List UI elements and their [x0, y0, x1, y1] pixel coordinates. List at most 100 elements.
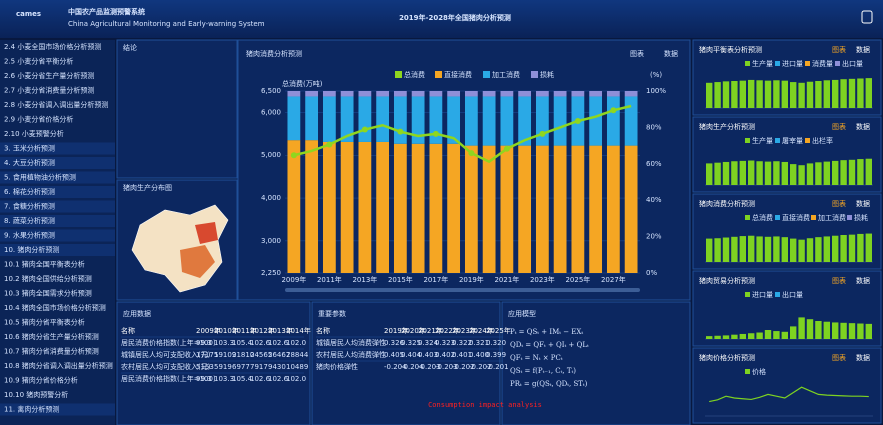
menu-item[interactable]: 7. 食糖分析预测: [4, 202, 55, 211]
table-header: 2024年: [469, 326, 494, 335]
tab[interactable]: 数据: [856, 122, 870, 131]
menu-item[interactable]: 10.6 猪肉分省生产量分析预测: [4, 332, 99, 341]
legend-label: 消费量: [812, 59, 833, 68]
table-cell: 0.321: [469, 339, 489, 347]
bar-segment: [535, 91, 549, 97]
table-cell: 17175: [196, 351, 218, 359]
tab[interactable]: 图表: [832, 199, 846, 208]
menu-item[interactable]: 10.7 猪肉分省消费量分析预测: [4, 347, 99, 356]
mini-bar: [756, 236, 763, 262]
menu-item[interactable]: 2.10 小麦预警分析: [4, 129, 64, 138]
legend-label: 进口量: [752, 291, 773, 299]
table-cell: -0.204: [384, 363, 407, 371]
bar-segment: [482, 145, 496, 273]
table-cell: 26467: [268, 351, 290, 359]
tab[interactable]: 数据: [856, 45, 870, 54]
y2-axis-label: (%): [650, 71, 662, 79]
x-tick-label: 2013年: [352, 275, 377, 284]
menu-item[interactable]: 3. 玉米分析预测: [4, 144, 55, 153]
mini-bar: [731, 81, 738, 108]
menu-item[interactable]: 2.4 小麦全国市场价格分析预测: [4, 42, 101, 51]
bar-segment: [571, 91, 585, 97]
menu-item[interactable]: 2.5 小麦分省平衡分析: [4, 57, 73, 66]
menu-item[interactable]: 10.10 猪肉预警分析: [4, 390, 68, 399]
line-point: [432, 130, 439, 137]
menu-item[interactable]: 10.4 猪肉全国市场价格分析预测: [4, 303, 106, 312]
mini-bar: [790, 326, 797, 339]
mini-bar: [781, 237, 788, 262]
menu-item[interactable]: 5. 食用植物油分析预测: [4, 173, 76, 182]
menu-item[interactable]: 2.6 小麦分省生产量分析预测: [4, 71, 94, 80]
mini-bar: [798, 82, 805, 108]
bar-segment: [589, 91, 603, 97]
table-cell: 0.402: [435, 351, 455, 359]
table-cell: -0.202: [469, 363, 492, 371]
bar-segment: [447, 96, 461, 144]
bar-segment: [358, 141, 372, 273]
menu-highlight: [0, 403, 115, 416]
menu-item[interactable]: 10.9 猪肉分省价格分析: [4, 376, 78, 385]
logout-icon[interactable]: [861, 10, 873, 24]
table-cell: 7917: [250, 363, 268, 371]
bar-segment: [322, 141, 336, 273]
tab[interactable]: 图表: [832, 353, 846, 362]
menu-item[interactable]: 2.8 小麦分省调入调出量分析预测: [4, 100, 108, 109]
y-tick-label: 2,250: [261, 269, 281, 277]
table-header: 2021年: [418, 326, 443, 335]
table-cell: 农村居民人均可支配收入(元): [121, 362, 211, 371]
menu-item[interactable]: 2.7 小麦分省消费量分析预测: [4, 86, 94, 95]
mini-bar: [756, 332, 763, 339]
x-tick-label: 2025年: [565, 275, 590, 284]
menu-item[interactable]: 10.8 猪肉分省调入调出量分析预测: [4, 361, 113, 370]
bar-segment: [571, 145, 585, 273]
bar-segment: [429, 96, 443, 144]
table-header: 2025年: [486, 326, 511, 335]
tab[interactable]: 图表: [832, 122, 846, 131]
tab[interactable]: 图表: [832, 276, 846, 285]
x-tick-label: 2023年: [530, 275, 555, 284]
tab[interactable]: 数据: [856, 276, 870, 285]
menu-item[interactable]: 4. 大豆分析预测: [4, 158, 55, 167]
menu-item[interactable]: 10.1 猪肉全国平衡表分析: [4, 260, 85, 269]
y2-tick-label: 20%: [646, 233, 662, 241]
menu-item[interactable]: 8. 蔬菜分析预测: [4, 216, 55, 225]
line-point: [326, 141, 333, 148]
mini-bar: [823, 236, 830, 262]
menu-item[interactable]: 10.5 猪肉分省平衡表分析: [4, 318, 85, 327]
tab[interactable]: 图表: [832, 45, 846, 54]
menu-item[interactable]: 10.3 猪肉全国需求分析预测: [4, 289, 92, 298]
mini-bar: [857, 159, 864, 185]
tab[interactable]: 数据: [856, 353, 870, 362]
mini-bar: [781, 80, 788, 108]
legend-label: 生产量: [752, 59, 773, 68]
tab[interactable]: 数据: [856, 199, 870, 208]
mini-bar: [706, 336, 713, 339]
table-cell: 5919: [214, 363, 232, 371]
x-tick-label: 2011年: [317, 275, 342, 284]
table-cell: -0.202: [452, 363, 475, 371]
legend-label: 直接消费: [782, 213, 810, 222]
scrollbar[interactable]: [285, 288, 640, 292]
tab[interactable]: 图表: [630, 49, 644, 58]
menu-item[interactable]: 11. 禽肉分析预测: [4, 405, 59, 414]
menu-item[interactable]: 2.9 小麦分省价格分析: [4, 115, 73, 124]
mini-bar: [823, 80, 830, 108]
menu-item[interactable]: 9. 水果分析预测: [4, 231, 55, 240]
tab[interactable]: 数据: [664, 49, 678, 58]
legend-swatch: [745, 369, 750, 374]
y2-tick-label: 40%: [646, 196, 662, 204]
legend-label: 出口量: [842, 59, 863, 68]
table-cell: 猪肉价格弹性: [316, 362, 358, 371]
table-cell: 农村居民人均消费弹性: [316, 350, 386, 359]
menu-item[interactable]: 10. 猪肉分析预测: [4, 245, 59, 254]
mini-bar: [748, 235, 755, 262]
menu-item[interactable]: 10.2 猪肉全国供给分析预测: [4, 274, 92, 283]
menu-item[interactable]: 6. 棉花分析预测: [4, 187, 55, 196]
table-cell: 0.324: [418, 339, 439, 347]
legend-swatch: [775, 61, 780, 66]
bar-segment: [429, 143, 443, 273]
legend-label: 损耗: [540, 70, 554, 79]
mini-bar: [823, 161, 830, 185]
y2-tick-label: 0%: [646, 269, 657, 277]
